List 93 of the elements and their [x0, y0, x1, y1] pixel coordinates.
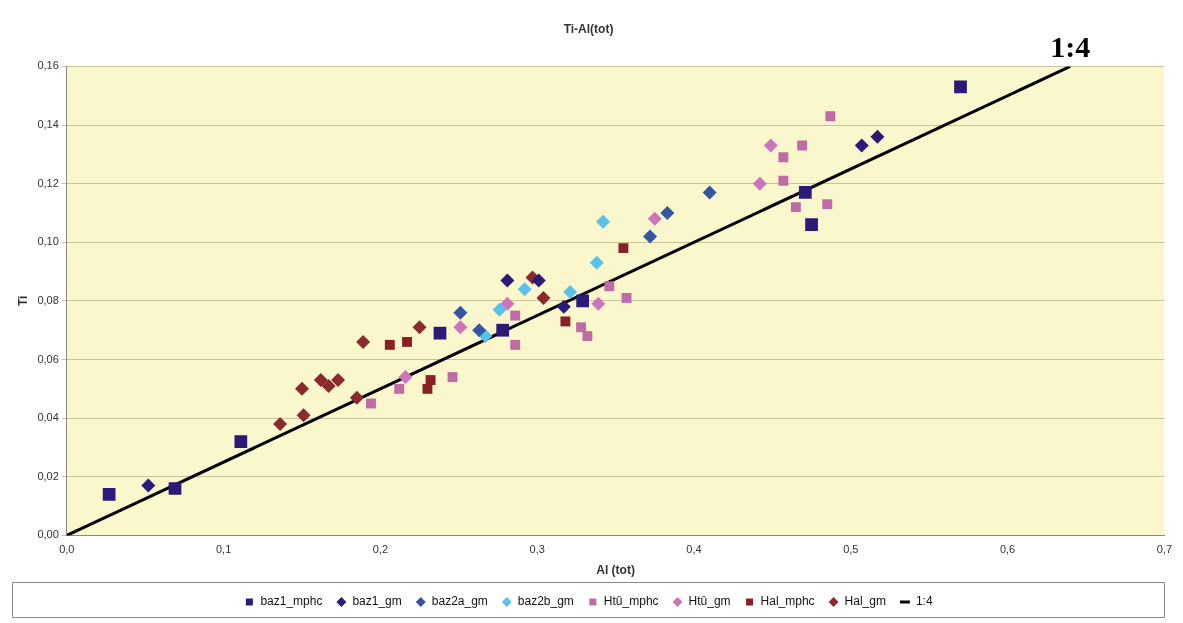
y-tick-label: 0,12 [37, 176, 59, 189]
point [576, 294, 590, 308]
legend-label: Hal_gm [844, 594, 886, 609]
point [805, 218, 818, 232]
point [422, 383, 433, 394]
legend-label: baz1_gm [352, 594, 402, 609]
point [433, 326, 447, 340]
point [402, 336, 412, 347]
point [398, 370, 413, 385]
x-axis-title: Al (tot) [596, 563, 635, 578]
x-tick-label: 0,7 [1156, 543, 1172, 556]
legend-label: baz2a_gm [431, 594, 488, 609]
point [778, 152, 789, 163]
point [394, 383, 405, 394]
point [453, 305, 468, 320]
y-tick-label: 0,14 [37, 118, 59, 131]
point [356, 334, 371, 349]
point [510, 310, 521, 321]
y-tick-label: 0,16 [37, 59, 59, 72]
chart-title: Ti-Al(tot) [563, 21, 614, 36]
point [412, 320, 427, 335]
legend-label: Hal_mphc [760, 594, 815, 609]
point [496, 323, 510, 337]
point [854, 138, 869, 153]
point [102, 488, 116, 501]
point [295, 381, 309, 396]
point [492, 302, 507, 317]
point [556, 299, 571, 314]
point [472, 323, 487, 338]
point [870, 129, 885, 144]
point [425, 375, 436, 385]
point [447, 372, 458, 383]
point [563, 285, 578, 300]
point [234, 435, 248, 448]
point [752, 176, 767, 191]
y-tick-label: 0,02 [37, 469, 59, 482]
y-tick-label: 0,04 [37, 411, 59, 424]
point [825, 111, 836, 122]
point [591, 296, 606, 311]
x-tick-label: 0,5 [843, 543, 859, 556]
point [366, 398, 376, 409]
point [589, 255, 604, 270]
legend-label: 1:4 [915, 594, 933, 609]
point [763, 138, 778, 153]
point [582, 331, 593, 342]
point [168, 482, 182, 495]
point [643, 229, 658, 244]
point [647, 211, 662, 226]
point [702, 185, 717, 200]
point [790, 202, 801, 213]
point [321, 378, 336, 393]
point [604, 281, 615, 292]
x-tick-label: 0,3 [529, 543, 545, 556]
point [384, 339, 395, 350]
point [273, 417, 288, 432]
point [349, 390, 364, 405]
y-tick-label: 0,00 [37, 528, 59, 541]
point [798, 186, 812, 199]
x-tick-label: 0,6 [999, 543, 1016, 556]
point [453, 320, 468, 335]
y-axis-title: Ti [15, 295, 30, 307]
point [954, 80, 967, 94]
point [536, 290, 551, 305]
legend-label: baz2b_gm [517, 594, 574, 609]
point [141, 478, 156, 493]
legend-label: baz1_mphc [260, 594, 323, 609]
x-tick-label: 0,4 [686, 543, 702, 556]
y-tick-label: 0,10 [37, 235, 59, 248]
point [621, 293, 632, 303]
point [500, 273, 515, 288]
point [618, 243, 629, 254]
annotation: 1:4 [1050, 30, 1091, 64]
point [778, 175, 789, 186]
point [313, 373, 328, 388]
x-tick-label: 0,2 [372, 543, 389, 556]
y-tick-label: 0,06 [37, 352, 59, 365]
point [296, 408, 311, 423]
point [531, 273, 546, 288]
point [596, 214, 611, 229]
y-tick-label: 0,08 [37, 293, 59, 306]
point [517, 282, 532, 297]
point [560, 316, 571, 327]
point [660, 205, 675, 220]
point [797, 140, 808, 151]
point [331, 373, 346, 388]
legend-label: Htû_mphc [603, 594, 659, 609]
point [510, 339, 521, 350]
point [576, 322, 587, 333]
x-tick-label: 0,1 [215, 543, 232, 556]
point [822, 199, 833, 210]
point [500, 296, 515, 311]
x-tick-label: 0,0 [59, 543, 75, 556]
legend-label: Htû_gm [688, 594, 731, 609]
